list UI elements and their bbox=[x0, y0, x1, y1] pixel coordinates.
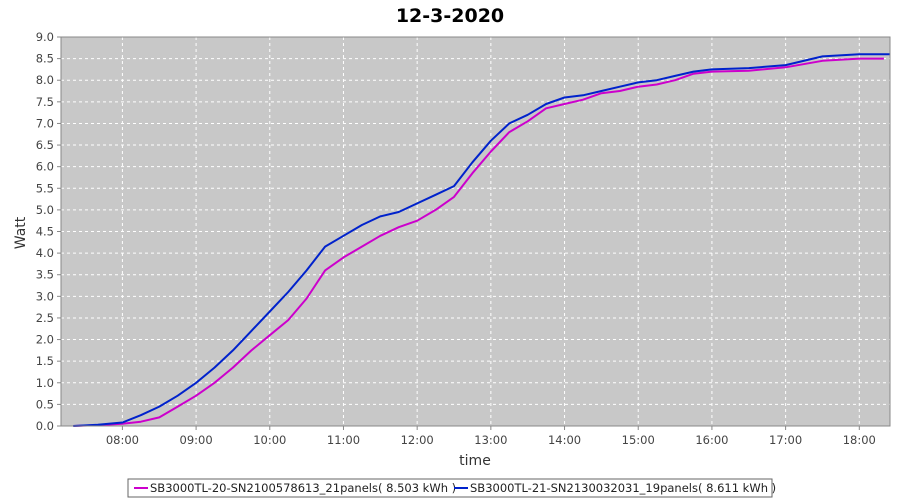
y-tick-label: 7.0 bbox=[36, 116, 54, 130]
legend-entry-2: SB3000TL-21-SN2130032031_19panels( 8.611… bbox=[470, 481, 776, 495]
x-axis-ticks: 08:00 09:00 10:00 11:00 12:00 13:00 14:00 15:00… bbox=[106, 426, 876, 447]
y-axis-label: Watt bbox=[13, 216, 29, 249]
y-tick-label: 8.0 bbox=[36, 73, 54, 87]
legend-box bbox=[127, 478, 773, 498]
y-tick-label: 0.5 bbox=[36, 397, 54, 411]
y-tick-label: 6.0 bbox=[36, 160, 54, 174]
x-tick-label: 08:00 bbox=[106, 433, 139, 447]
x-tick-label: 15:00 bbox=[622, 433, 655, 447]
y-tick-label: 2.0 bbox=[36, 333, 54, 347]
y-tick-label: 5.0 bbox=[36, 203, 54, 217]
series-lines bbox=[73, 53, 890, 427]
y-tick-label: 7.5 bbox=[36, 95, 54, 109]
y-tick-label: 3.5 bbox=[36, 268, 54, 282]
legend-entry-1: SB3000TL-20-SN2100578613_21panels( 8.503… bbox=[150, 481, 456, 495]
y-tick-label: 4.0 bbox=[36, 246, 54, 260]
y-tick-label: 2.5 bbox=[36, 311, 54, 325]
y-tick-label: 1.5 bbox=[36, 354, 54, 368]
chart-title: 12-3-2020 bbox=[396, 5, 504, 27]
series-line-1 bbox=[73, 57, 884, 427]
y-tick-label: 9.0 bbox=[36, 30, 54, 44]
y-tick-label: 4.5 bbox=[36, 225, 54, 239]
y-axis-ticks: 0.0 0.5 1.0 1.5 2.0 2.5 3.0 3.5 4.0 4.5 5.0 5.5 6.0 6… bbox=[36, 30, 61, 433]
x-tick-label: 10:00 bbox=[253, 433, 286, 447]
y-tick-label: 6.5 bbox=[36, 138, 54, 152]
plot-border bbox=[60, 36, 891, 427]
x-tick-label: 12:00 bbox=[401, 433, 434, 447]
series-line-2 bbox=[73, 53, 890, 427]
x-tick-label: 14:00 bbox=[548, 433, 581, 447]
x-tick-label: 13:00 bbox=[474, 433, 507, 447]
x-tick-label: 18:00 bbox=[843, 433, 876, 447]
x-tick-label: 16:00 bbox=[695, 433, 728, 447]
y-tick-label: 8.5 bbox=[36, 52, 54, 66]
x-tick-label: 09:00 bbox=[180, 433, 213, 447]
y-tick-label: 5.5 bbox=[36, 181, 54, 195]
y-tick-label: 3.0 bbox=[36, 289, 54, 303]
legend: SB3000TL-20-SN2100578613_21panels( 8.503… bbox=[127, 478, 776, 498]
x-tick-label: 17:00 bbox=[769, 433, 802, 447]
x-axis-label: time bbox=[459, 453, 491, 469]
y-tick-label: 1.0 bbox=[36, 376, 54, 390]
x-tick-label: 11:00 bbox=[327, 433, 360, 447]
y-tick-label: 0.0 bbox=[36, 419, 54, 433]
